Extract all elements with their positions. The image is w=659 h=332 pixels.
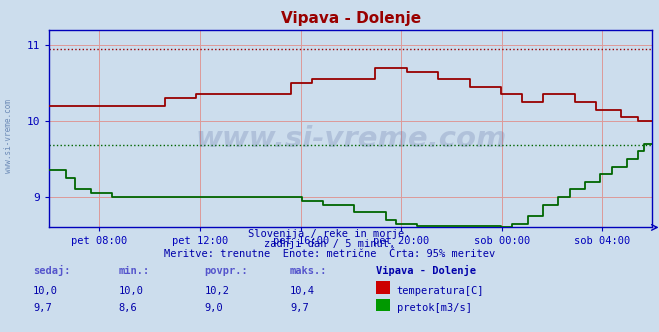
Text: 9,7: 9,7 [290, 303, 308, 313]
Text: Slovenija / reke in morje.: Slovenija / reke in morje. [248, 229, 411, 239]
Text: Meritve: trenutne  Enote: metrične  Črta: 95% meritev: Meritve: trenutne Enote: metrične Črta: … [164, 249, 495, 259]
Text: povpr.:: povpr.: [204, 266, 248, 276]
Text: 10,4: 10,4 [290, 286, 315, 296]
Text: 10,2: 10,2 [204, 286, 229, 296]
Text: www.si-vreme.com: www.si-vreme.com [195, 124, 507, 152]
Text: maks.:: maks.: [290, 266, 328, 276]
Text: sedaj:: sedaj: [33, 265, 71, 276]
Text: temperatura[C]: temperatura[C] [397, 286, 484, 296]
Text: 10,0: 10,0 [119, 286, 144, 296]
Text: 9,7: 9,7 [33, 303, 51, 313]
Text: 9,0: 9,0 [204, 303, 223, 313]
Text: 10,0: 10,0 [33, 286, 58, 296]
Title: Vipava - Dolenje: Vipava - Dolenje [281, 11, 421, 26]
Text: www.si-vreme.com: www.si-vreme.com [4, 99, 13, 173]
Text: zadnji dan / 5 minut.: zadnji dan / 5 minut. [264, 239, 395, 249]
Text: pretok[m3/s]: pretok[m3/s] [397, 303, 472, 313]
Text: Vipava - Dolenje: Vipava - Dolenje [376, 265, 476, 276]
Text: min.:: min.: [119, 266, 150, 276]
Text: 8,6: 8,6 [119, 303, 137, 313]
